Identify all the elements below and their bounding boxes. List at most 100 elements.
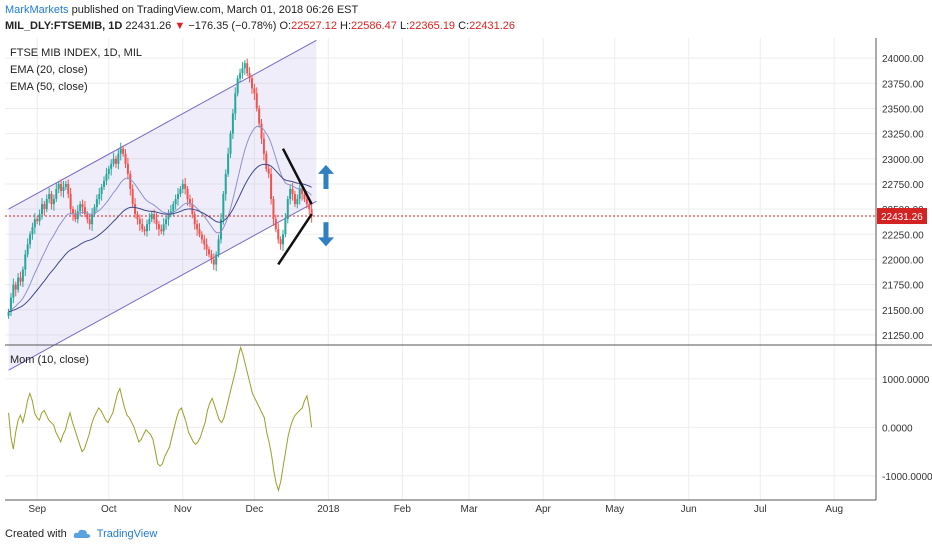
candle-body (188, 199, 191, 205)
candle-body (69, 194, 72, 210)
candle-body (52, 199, 55, 205)
candle-body (145, 224, 148, 232)
candle-body (255, 93, 258, 109)
price-tag-background (877, 208, 927, 225)
candle-body (162, 224, 165, 232)
candle-body (62, 186, 65, 191)
candle-body (286, 199, 289, 220)
candle-body (198, 229, 201, 235)
mom-y-tick-label: -1000.0000 (882, 472, 932, 483)
candle-body (50, 194, 53, 205)
candle-body (293, 194, 296, 205)
candle-body (131, 188, 134, 205)
low-label: L: (399, 20, 410, 32)
candle-body (217, 239, 220, 255)
last-price: 22431.26 (125, 20, 172, 32)
mom-y-tick-label: 0.0000 (882, 423, 913, 434)
candle-body (60, 183, 63, 191)
candle-body (55, 188, 58, 200)
grid (5, 38, 876, 500)
candle-body (250, 78, 253, 89)
mom-y-tick-label: 1000.0000 (882, 375, 930, 386)
momentum-legend: Mom (10, close) (10, 354, 89, 366)
candle-body (212, 259, 215, 265)
candle-body (95, 199, 98, 208)
candle-body (64, 183, 67, 187)
candle-body (210, 254, 213, 260)
candle-body (308, 204, 311, 210)
candle-body (86, 214, 89, 220)
close-value: 22431.26 (469, 20, 516, 32)
candle-body (93, 207, 96, 215)
candle-body (114, 158, 117, 164)
candle-body (239, 73, 242, 79)
candle-body (43, 204, 46, 210)
arrow-head (317, 237, 334, 247)
high-value: 22586.47 (351, 20, 397, 32)
candle-body (160, 229, 163, 232)
x-tick-label: Apr (535, 504, 551, 515)
candle-body (179, 188, 182, 195)
candle-body (33, 219, 36, 228)
candle-body (83, 207, 86, 215)
candle-body (129, 173, 132, 189)
candle-body (7, 311, 10, 316)
candle-body (241, 68, 244, 74)
price-change: −176.35 (−0.78%) (188, 20, 277, 32)
candle-body (193, 214, 196, 225)
candle-body (243, 63, 246, 69)
candle-body (184, 183, 187, 189)
high-label: H: (340, 20, 352, 32)
candle-body (253, 88, 256, 94)
candle-body (19, 277, 22, 282)
down-triangle-icon: ▼ (174, 20, 186, 32)
publisher-link[interactable]: MarkMarkets (5, 4, 69, 16)
candle-body (229, 133, 232, 154)
x-tick-label: 2018 (317, 504, 340, 515)
candle-body (227, 153, 230, 174)
candle-body (136, 214, 139, 220)
candle-body (234, 93, 237, 114)
x-tick-label: Feb (394, 504, 412, 515)
y-tick-label: 23500.00 (882, 104, 924, 115)
candle-body (38, 214, 41, 222)
channel-fill (8, 40, 317, 371)
candle-body (246, 63, 249, 74)
x-tick-label: Jul (754, 504, 767, 515)
candle-body (117, 153, 120, 164)
candle-body (236, 78, 239, 94)
ohlc-line: MIL_DLY:FTSEMIB, 1D 22431.26 ▼ −176.35 (… (5, 20, 515, 32)
created-with-label: Created with (5, 528, 67, 540)
candle-body (134, 204, 137, 215)
candle-body (12, 284, 15, 298)
candle-body (224, 173, 227, 195)
candle-body (274, 219, 277, 230)
x-tick-label: Jun (681, 504, 697, 515)
candle-body (110, 163, 113, 169)
ema20-legend: EMA (20, close) (10, 64, 88, 76)
x-tick-label: Aug (825, 504, 843, 515)
candle-body (107, 168, 110, 174)
candle-body (172, 204, 175, 212)
y-tick-label: 24000.00 (882, 54, 924, 65)
x-tick-label: Sep (28, 504, 46, 515)
candle-body (203, 239, 206, 245)
low-value: 22365.19 (409, 20, 456, 32)
candle-body (9, 297, 12, 312)
triangle-upper-line (281, 148, 313, 205)
candle-body (205, 244, 208, 250)
candle-body (124, 153, 127, 164)
candle-body (122, 148, 125, 154)
candle-body (289, 188, 292, 200)
candle-body (181, 183, 184, 189)
candle-body (57, 183, 60, 189)
triangle-lower-line (277, 213, 313, 266)
candle-body (258, 108, 261, 124)
candle-body (270, 173, 273, 200)
candle-body (260, 123, 263, 139)
tradingview-link[interactable]: TradingView (96, 528, 158, 540)
candle-body (26, 244, 29, 255)
ema50-line (8, 163, 312, 313)
candle-body (291, 188, 294, 195)
